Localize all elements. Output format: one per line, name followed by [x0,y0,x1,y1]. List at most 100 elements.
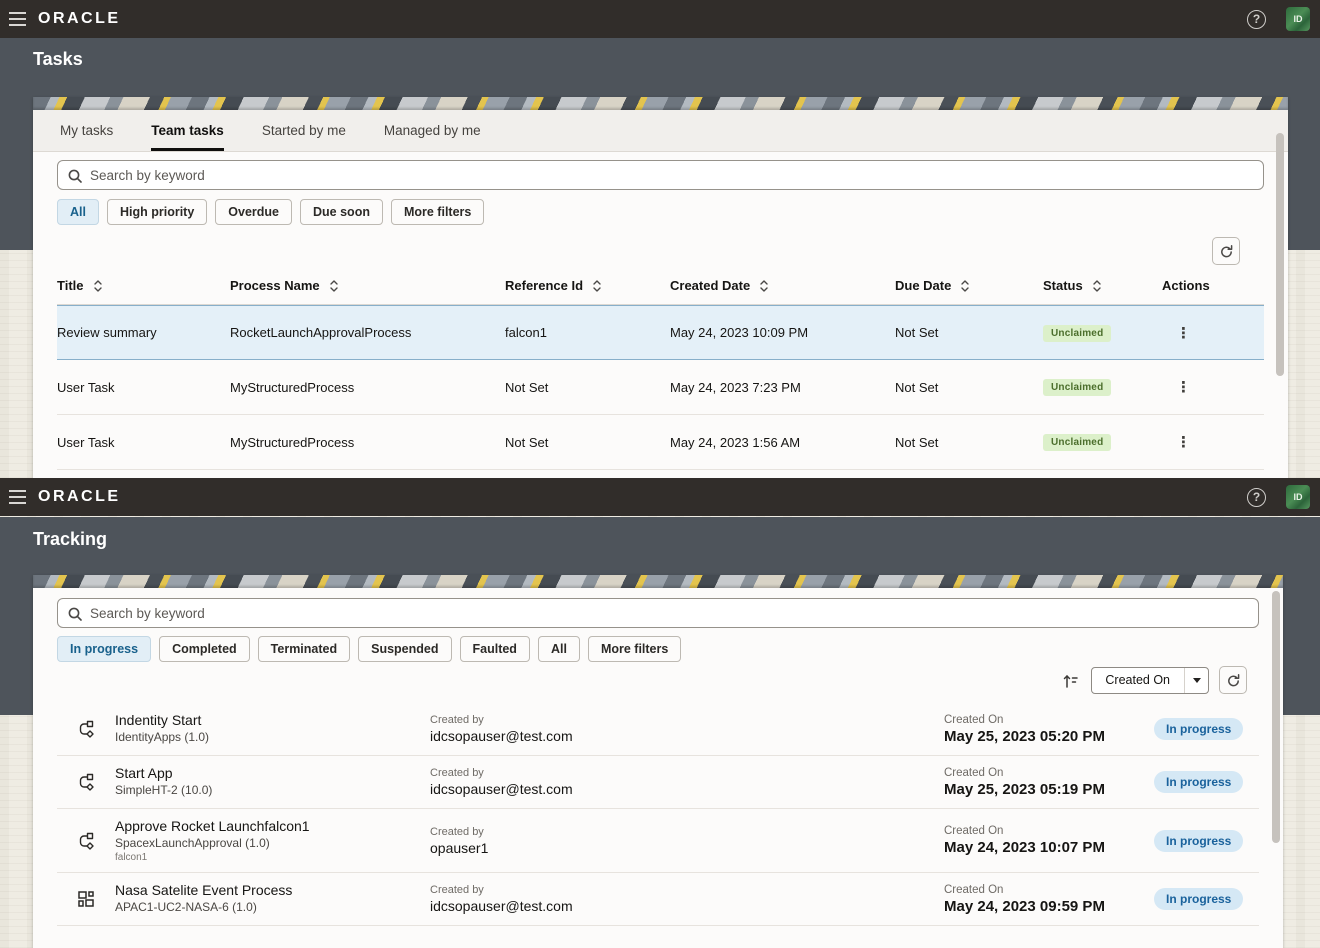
sort-field-value: Created On [1092,673,1184,687]
list-item[interactable]: Nasa Satelite Event Process APAC1-UC2-NA… [57,873,1259,926]
tracking-filter-chips: In progress Completed Terminated Suspend… [57,636,1259,662]
structured-process-icon [57,831,115,851]
sort-icon[interactable] [1092,278,1102,294]
instance-title: Indentity Start [115,712,430,728]
filter-completed[interactable]: Completed [159,636,250,662]
sort-icon[interactable] [960,278,970,294]
cell-created: May 24, 2023 7:23 PM [670,380,895,395]
created-by-label: Created by [430,884,944,896]
created-by-value: idcsopauser@test.com [430,898,944,914]
tracking-list: Indentity Start IdentityApps (1.0) Creat… [57,702,1259,926]
tab-team-tasks[interactable]: Team tasks [151,110,224,151]
sort-icon[interactable] [592,278,602,294]
instance-app: SpacexLaunchApproval (1.0) [115,836,430,850]
tracking-search-box [57,598,1259,628]
tasks-page-title: Tasks [33,49,83,70]
tasks-app-header: ORACLE ? ID [0,0,1320,38]
filter-all[interactable]: All [538,636,580,662]
instance-app: SimpleHT-2 (10.0) [115,783,430,797]
col-process-name: Process Name [230,278,320,293]
tracking-search-input[interactable] [90,606,1249,621]
sort-field-dropdown[interactable]: Created On [1091,667,1209,694]
tab-started-by-me[interactable]: Started by me [262,110,346,151]
cell-process: MyStructuredProcess [230,380,505,395]
created-on-value: May 24, 2023 09:59 PM [944,898,1154,915]
search-icon [67,168,82,183]
cell-title: User Task [57,435,230,450]
chevron-down-icon[interactable] [1184,668,1208,693]
created-on-label: Created On [944,884,1154,896]
cell-due: Not Set [895,380,1043,395]
cell-due: Not Set [895,435,1043,450]
row-actions-kebab-icon[interactable]: ⋮ [1162,433,1264,451]
menu-icon[interactable] [0,490,34,504]
filter-high-priority[interactable]: High priority [107,199,207,225]
dynamic-process-grid-icon [57,889,115,909]
menu-icon[interactable] [0,12,34,26]
tab-managed-by-me[interactable]: Managed by me [384,110,481,151]
row-actions-kebab-icon[interactable]: ⋮ [1162,378,1264,396]
vertical-scrollbar[interactable] [1272,591,1280,843]
cell-process: MyStructuredProcess [230,435,505,450]
user-avatar[interactable]: ID [1286,7,1310,31]
table-row[interactable]: User Task MyStructuredProcess Not Set Ma… [57,415,1264,470]
filter-all[interactable]: All [57,199,99,225]
filter-in-progress[interactable]: In progress [57,636,151,662]
list-item[interactable]: Approve Rocket Launchfalcon1 SpacexLaunc… [57,809,1259,873]
sort-icon[interactable] [329,278,339,294]
vertical-scrollbar[interactable] [1276,133,1284,376]
col-status: Status [1043,278,1083,293]
help-icon[interactable]: ? [1247,10,1266,29]
created-by-label: Created by [430,714,944,726]
cell-created: May 24, 2023 1:56 AM [670,435,895,450]
filter-faulted[interactable]: Faulted [460,636,530,662]
filter-more-filters[interactable]: More filters [391,199,484,225]
tasks-screen: ORACLE ? ID Tasks My tasks Team tasks St… [0,0,1320,478]
col-created-date: Created Date [670,278,750,293]
created-by-label: Created by [430,826,944,838]
cell-due: Not Set [895,325,1043,340]
instance-title: Approve Rocket Launchfalcon1 [115,818,430,834]
col-actions: Actions [1162,278,1210,293]
structured-process-icon [57,772,115,792]
filter-due-soon[interactable]: Due soon [300,199,383,225]
tracking-screen: ORACLE ? ID Tracking In progress Complet… [0,478,1320,948]
instance-reference: falcon1 [115,852,430,863]
col-reference-id: Reference Id [505,278,583,293]
sort-icon[interactable] [93,278,103,294]
decorative-banner [33,97,1288,110]
cell-title: Review summary [57,325,230,340]
instance-title: Nasa Satelite Event Process [115,882,430,898]
tasks-search-input[interactable] [90,168,1254,183]
tracking-card: In progress Completed Terminated Suspend… [33,575,1283,948]
table-row[interactable]: User Task MyStructuredProcess Not Set Ma… [57,360,1264,415]
tracking-page-title: Tracking [33,529,107,550]
filter-suspended[interactable]: Suspended [358,636,451,662]
status-badge: Unclaimed [1043,325,1111,342]
filter-more-filters[interactable]: More filters [588,636,681,662]
col-title: Title [57,278,84,293]
filter-terminated[interactable]: Terminated [258,636,350,662]
refresh-button[interactable] [1219,666,1247,694]
created-on-value: May 25, 2023 05:19 PM [944,781,1154,798]
list-item[interactable]: Indentity Start IdentityApps (1.0) Creat… [57,702,1259,756]
list-item[interactable]: Start App SimpleHT-2 (10.0) Created by i… [57,756,1259,809]
tasks-tabbar: My tasks Team tasks Started by me Manage… [33,110,1288,152]
table-row[interactable]: Review summary RocketLaunchApprovalProce… [57,305,1264,360]
sort-order-icon[interactable] [1059,669,1081,691]
refresh-icon [1218,243,1234,259]
status-badge: In progress [1154,718,1243,740]
sort-icon[interactable] [759,278,769,294]
refresh-button[interactable] [1212,237,1240,265]
status-badge: In progress [1154,888,1243,910]
row-actions-kebab-icon[interactable]: ⋮ [1162,324,1264,342]
tab-my-tasks[interactable]: My tasks [60,110,113,151]
cell-reference: falcon1 [505,325,670,340]
filter-overdue[interactable]: Overdue [215,199,292,225]
created-on-label: Created On [944,767,1154,779]
help-icon[interactable]: ? [1247,488,1266,507]
created-on-label: Created On [944,714,1154,726]
status-badge: In progress [1154,771,1243,793]
user-avatar[interactable]: ID [1286,485,1310,509]
created-on-label: Created On [944,825,1154,837]
